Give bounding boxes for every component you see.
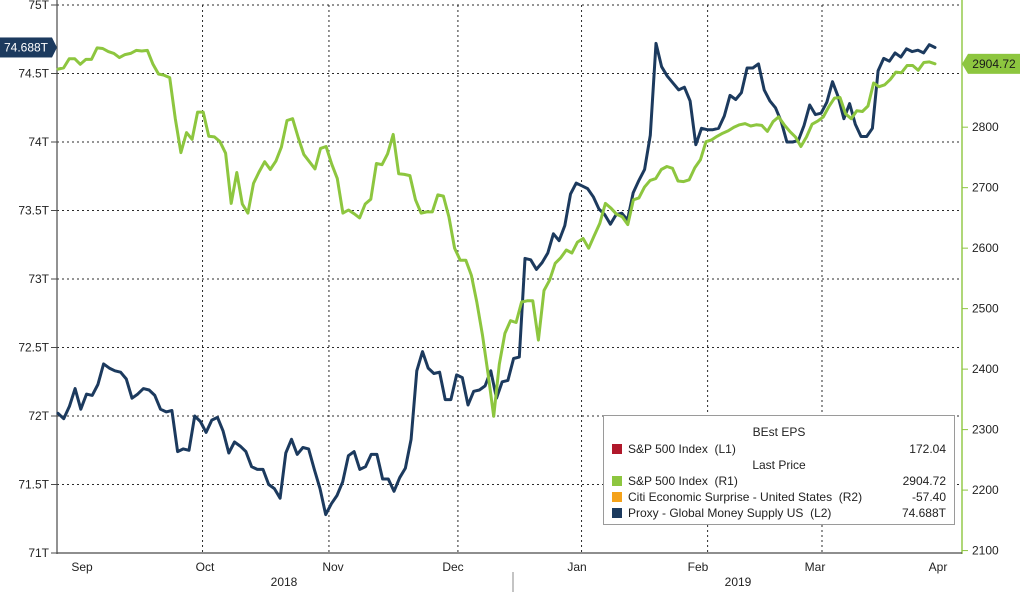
month-label: Mar	[805, 560, 826, 574]
legend-swatch-red	[612, 444, 622, 454]
right-tick-label: 2600	[972, 241, 999, 255]
legend-entry-money-supply: Proxy - Global Money Supply US (L2) 74.6…	[612, 506, 946, 521]
legend-entry-value: 74.688T	[901, 506, 946, 520]
year-label: 2019	[725, 575, 752, 589]
month-label: Feb	[688, 560, 709, 574]
legend-entry-name: S&P 500 Index (R1)	[628, 474, 738, 488]
left-tick-label: 73.5T	[18, 204, 49, 218]
legend-entry-name: Citi Economic Surprise - United States (…	[628, 490, 863, 504]
legend-entry-citi-surprise: Citi Economic Surprise - United States (…	[612, 490, 946, 505]
year-label: 2018	[271, 575, 298, 589]
right-current-value-box	[968, 53, 1020, 74]
legend-entry-name: S&P 500 Index (L1)	[628, 442, 736, 456]
left-tick-label: 71T	[28, 546, 49, 560]
left-tick-label: 74.5T	[18, 67, 49, 81]
left-tick-label: 71.5T	[18, 478, 49, 492]
legend-entry-name: Proxy - Global Money Supply US (L2)	[628, 506, 832, 520]
right-tick-label: 2800	[972, 120, 999, 134]
legend-entry-sp500-l1: S&P 500 Index (L1) 172.04	[612, 442, 946, 457]
legend-entry-value: 2904.72	[902, 474, 946, 488]
left-tick-label: 73T	[28, 272, 49, 286]
month-label: Dec	[442, 560, 463, 574]
left-tick-label: 72T	[28, 409, 49, 423]
legend: BEst EPS S&P 500 Index (L1) 172.04 Last …	[603, 415, 955, 525]
legend-group-title-best-eps: BEst EPS	[752, 425, 806, 439]
left-tick-label: 72.5T	[18, 341, 49, 355]
legend-entry-value: -57.40	[911, 490, 946, 504]
series-lines	[56, 41, 937, 517]
left-tick-label: 74T	[28, 135, 49, 149]
sp500-series-line	[56, 46, 937, 418]
right-tick-label: 2400	[972, 362, 999, 376]
left-current-value-box	[0, 37, 52, 58]
right-tick-label: 2300	[972, 423, 999, 437]
axes: 71T 71.5T 72T 72.5T 73T 73.5T 74T 74.5T 75T 2100 2…	[18, 0, 999, 592]
legend-group-title-last-price: Last Price	[752, 458, 806, 472]
left-current-value-pointer	[52, 37, 57, 58]
month-label: Nov	[322, 560, 343, 574]
value-labels: 74.688T 2904.72	[0, 37, 1020, 74]
legend-swatch-green	[612, 476, 622, 486]
right-tick-label: 2500	[972, 302, 999, 316]
month-label: Apr	[929, 560, 948, 574]
right-tick-label: 2200	[972, 483, 999, 497]
month-label: Sep	[71, 560, 93, 574]
left-current-value-label: 74.688T	[4, 40, 49, 54]
right-tick-label: 2700	[972, 181, 999, 195]
right-current-value-label: 2904.72	[972, 57, 1016, 71]
right-tick-label: 2100	[972, 544, 999, 558]
right-current-value-pointer	[962, 53, 968, 74]
left-tick-label: 75T	[28, 0, 49, 12]
month-label: Oct	[196, 560, 215, 574]
month-label: Jan	[567, 560, 586, 574]
legend-entry-sp500-r1: S&P 500 Index (R1) 2904.72	[612, 474, 946, 489]
legend-swatch-navy	[612, 508, 622, 518]
legend-swatch-orange	[612, 492, 622, 502]
legend-entry-value: 172.04	[909, 442, 946, 456]
